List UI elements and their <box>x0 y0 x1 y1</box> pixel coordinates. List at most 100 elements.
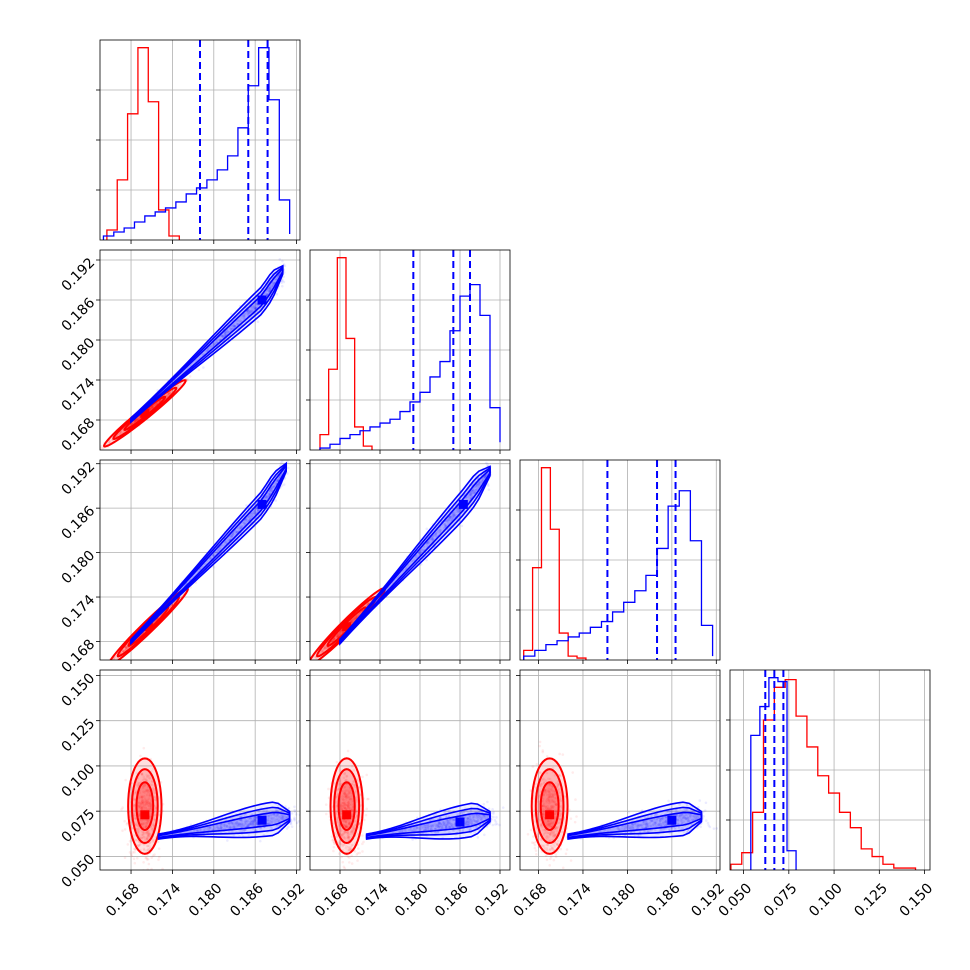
data-point-blue <box>434 823 438 827</box>
data-point-red <box>149 407 153 410</box>
data-point-blue <box>430 823 433 827</box>
data-point-blue <box>459 508 462 511</box>
data-point-blue <box>495 822 499 826</box>
peak-marker-blue <box>458 499 468 509</box>
data-point-blue <box>246 819 249 823</box>
data-point-blue <box>492 810 495 814</box>
data-point-red <box>140 805 144 809</box>
data-point-red <box>145 802 148 805</box>
data-point-blue <box>245 821 248 824</box>
data-point-blue <box>438 824 441 828</box>
data-point-blue <box>448 516 452 519</box>
data-point-blue <box>264 495 267 499</box>
data-point-blue <box>196 829 200 832</box>
data-point-blue <box>422 823 426 827</box>
data-point-red <box>115 656 119 660</box>
data-point-red <box>130 854 134 858</box>
data-point-blue <box>487 488 491 491</box>
data-point-blue <box>480 478 484 481</box>
data-point-red <box>309 661 312 664</box>
data-point-blue <box>243 820 247 824</box>
data-point-blue <box>464 821 468 825</box>
data-point-red <box>363 818 366 822</box>
data-point-red <box>147 804 151 808</box>
data-point-blue <box>270 816 273 819</box>
data-point-blue <box>471 488 475 491</box>
data-point-blue <box>466 817 469 820</box>
data-point-red <box>353 617 356 620</box>
data-point-red <box>366 602 369 606</box>
data-point-blue <box>231 823 235 826</box>
data-point-blue <box>411 838 414 841</box>
data-point-red <box>133 813 136 817</box>
scatter-panel <box>306 669 511 874</box>
data-point-blue <box>225 825 229 828</box>
data-point-blue <box>477 481 481 485</box>
data-point-blue <box>246 823 250 827</box>
data-point-blue <box>231 820 234 824</box>
data-point-blue <box>248 822 252 826</box>
data-point-red <box>142 848 146 852</box>
data-point-red <box>147 831 150 835</box>
data-point-blue <box>415 826 419 830</box>
data-point-blue <box>478 481 481 484</box>
data-point-red <box>136 829 140 833</box>
data-point-blue <box>271 283 275 287</box>
data-point-blue <box>448 819 452 822</box>
data-point-blue <box>257 810 261 813</box>
data-point-blue <box>275 479 279 483</box>
data-point-blue <box>231 533 235 537</box>
data-point-blue <box>223 333 227 336</box>
data-point-red <box>323 646 327 650</box>
data-point-red <box>149 801 152 805</box>
data-point-blue <box>486 800 489 804</box>
data-point-red <box>305 671 308 674</box>
data-point-blue <box>440 826 444 830</box>
data-point-red <box>323 647 326 651</box>
data-point-red <box>140 796 144 799</box>
data-point-blue <box>467 496 471 499</box>
data-point-blue <box>281 815 285 819</box>
data-point-blue <box>243 312 246 316</box>
data-point-blue <box>239 526 243 529</box>
data-point-blue <box>473 485 477 489</box>
data-point-blue <box>243 824 246 828</box>
data-point-red <box>138 801 142 805</box>
data-point-red <box>124 778 127 782</box>
data-point-red <box>140 799 144 803</box>
data-point-blue <box>448 516 452 519</box>
data-point-blue <box>242 314 245 317</box>
data-point-red <box>149 407 152 410</box>
data-point-blue <box>442 821 446 824</box>
data-point-red <box>140 801 144 805</box>
data-point-blue <box>434 533 437 536</box>
data-point-blue <box>280 460 284 463</box>
data-point-blue <box>236 822 239 826</box>
data-point-blue <box>276 814 279 818</box>
data-point-red <box>167 391 171 395</box>
data-point-blue <box>265 494 269 498</box>
data-point-blue <box>475 814 479 818</box>
data-point-blue <box>436 530 439 534</box>
data-point-red <box>308 665 311 668</box>
data-point-red <box>149 406 153 410</box>
data-point-red <box>147 819 151 822</box>
data-point-blue <box>423 825 427 829</box>
data-point-blue <box>230 328 234 331</box>
data-point-blue <box>268 289 271 293</box>
data-point-blue <box>438 816 442 820</box>
data-point-red <box>125 647 128 651</box>
data-point-blue <box>212 343 216 347</box>
data-point-red <box>332 637 336 641</box>
data-point-blue <box>226 330 230 334</box>
data-point-blue <box>216 549 220 552</box>
data-point-blue <box>256 508 260 512</box>
data-point-blue <box>438 825 441 828</box>
data-point-blue <box>442 811 446 814</box>
data-point-blue <box>252 822 255 826</box>
data-point-blue <box>231 327 234 331</box>
data-point-blue <box>249 309 252 313</box>
data-point-blue <box>250 819 254 823</box>
data-point-blue <box>468 821 472 825</box>
